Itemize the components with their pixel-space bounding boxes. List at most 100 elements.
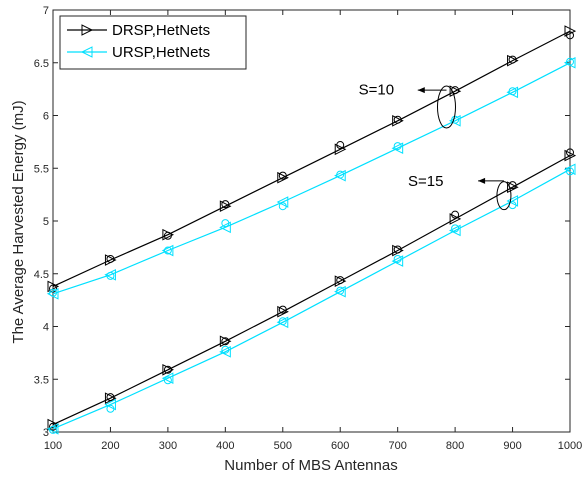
circle-marker xyxy=(278,305,287,314)
x-tick-label: 200 xyxy=(101,440,119,452)
annotation-ellipse xyxy=(436,85,456,129)
x-axis-label: Number of MBS Antennas xyxy=(224,457,397,474)
circle-marker xyxy=(451,224,460,233)
circle-marker xyxy=(336,286,345,295)
x-tick-label: 300 xyxy=(159,440,177,452)
triangle-marker xyxy=(391,255,404,267)
circle-marker xyxy=(49,288,57,297)
annotation-label: S=15 xyxy=(408,173,443,190)
triangle-marker xyxy=(162,363,175,376)
triangle-marker xyxy=(277,305,289,318)
series-0-drsp-hetnets xyxy=(47,25,577,293)
circle-marker xyxy=(278,317,287,326)
triangle-marker xyxy=(161,244,174,257)
triangle-marker xyxy=(507,181,519,194)
series-1-ursp-hetnets xyxy=(46,56,576,300)
circle-marker xyxy=(221,345,230,354)
y-tick-label: 7 xyxy=(43,5,49,17)
circle-marker xyxy=(163,376,172,385)
triangle-marker xyxy=(219,335,232,348)
circle-marker xyxy=(508,55,517,64)
triangle-marker xyxy=(506,195,519,207)
circle-marker xyxy=(451,210,460,219)
circle-marker xyxy=(508,87,517,96)
legend-label: URSP,HetNets xyxy=(112,44,210,61)
series-line xyxy=(52,168,571,430)
annotation-s-10: S=10 xyxy=(359,81,456,129)
x-axis-ticks: 100 200 300 400 500 600 700 800 900 1000 xyxy=(44,10,582,452)
plot-area-border xyxy=(52,9,571,433)
circle-marker xyxy=(106,404,115,413)
triangle-marker xyxy=(334,143,347,156)
annotation-ellipse xyxy=(496,181,512,211)
x-tick-label: 700 xyxy=(388,440,406,452)
legend-entry: DRSP,HetNets xyxy=(67,22,210,39)
triangle-marker xyxy=(277,171,289,184)
x-tick-label: 900 xyxy=(503,440,521,452)
triangle-marker xyxy=(564,25,577,37)
legend-entry: URSP,HetNets xyxy=(67,44,210,61)
series-layer xyxy=(46,25,577,435)
circle-marker xyxy=(221,200,230,209)
legend-marker xyxy=(81,24,94,36)
series-line xyxy=(52,155,571,426)
legend-marker xyxy=(80,46,93,58)
x-tick-label: 100 xyxy=(44,440,62,452)
circle-marker xyxy=(393,142,402,151)
triangle-marker xyxy=(161,372,174,385)
triangle-marker xyxy=(563,163,576,176)
triangle-marker xyxy=(219,221,231,234)
circle-marker xyxy=(566,167,574,176)
circle-marker xyxy=(106,393,115,402)
series-3 xyxy=(46,163,576,435)
triangle-marker xyxy=(219,346,231,358)
triangle-marker xyxy=(564,149,577,162)
x-tick-label: 400 xyxy=(216,440,234,452)
triangle-marker xyxy=(391,142,404,155)
y-tick-label: 5.5 xyxy=(34,163,49,175)
circle-marker xyxy=(566,148,574,157)
circle-marker xyxy=(49,425,57,434)
circle-marker xyxy=(106,271,115,280)
x-tick-label: 600 xyxy=(331,440,349,452)
circle-marker xyxy=(163,365,172,374)
circle-marker xyxy=(566,57,574,66)
series-line xyxy=(52,30,571,287)
circle-marker xyxy=(393,115,402,124)
circle-marker xyxy=(49,284,57,293)
circle-marker xyxy=(566,31,574,40)
triangle-marker xyxy=(47,418,60,431)
x-tick-label: 1000 xyxy=(558,440,582,452)
plot-frame xyxy=(52,9,571,433)
series-line xyxy=(52,62,571,295)
legend: DRSP,HetNets URSP,HetNets xyxy=(59,15,247,70)
legend-box xyxy=(59,15,247,70)
circle-marker xyxy=(221,337,230,346)
y-tick-label: 5 xyxy=(43,216,49,228)
y-tick-label: 4 xyxy=(43,322,49,334)
annotation-arrow-head xyxy=(478,177,486,184)
x-tick-label: 500 xyxy=(274,440,292,452)
triangle-marker xyxy=(448,224,461,237)
triangle-marker xyxy=(449,213,462,225)
circle-marker xyxy=(221,219,230,228)
y-tick-label: 6.5 xyxy=(34,58,49,70)
circle-marker xyxy=(163,231,172,240)
circle-marker xyxy=(393,245,402,254)
circle-marker xyxy=(393,254,402,263)
annotations: S=10 S=15 xyxy=(359,81,512,211)
triangle-marker xyxy=(104,398,116,411)
annotation-s-15: S=15 xyxy=(408,173,512,211)
x-tick-label: 800 xyxy=(446,440,464,452)
triangle-marker xyxy=(219,200,232,213)
circle-marker xyxy=(336,170,345,179)
y-axis-ticks: 3 3.5 4 4.5 5 5.5 6 6.5 7 xyxy=(34,5,570,439)
legend-label: DRSP,HetNets xyxy=(112,22,210,39)
circle-marker xyxy=(163,246,172,255)
circle-marker xyxy=(336,276,345,285)
y-tick-label: 3 xyxy=(43,427,49,439)
y-tick-label: 6 xyxy=(43,111,49,123)
y-tick-label: 4.5 xyxy=(34,269,49,281)
